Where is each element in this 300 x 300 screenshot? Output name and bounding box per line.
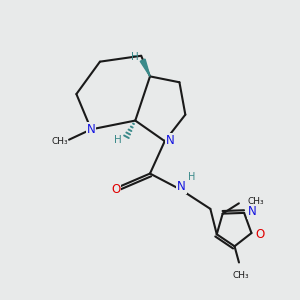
Text: N: N	[87, 123, 95, 136]
Text: H: H	[188, 172, 196, 182]
Text: H: H	[114, 135, 122, 145]
Text: CH₃: CH₃	[51, 137, 68, 146]
Text: N: N	[177, 180, 186, 193]
Text: N: N	[248, 205, 257, 218]
Text: N: N	[166, 134, 174, 147]
Polygon shape	[140, 59, 150, 76]
Text: O: O	[255, 228, 264, 241]
Text: CH₃: CH₃	[247, 197, 264, 206]
Text: H: H	[130, 52, 138, 62]
Text: CH₃: CH₃	[232, 271, 249, 280]
Text: O: O	[111, 183, 120, 196]
